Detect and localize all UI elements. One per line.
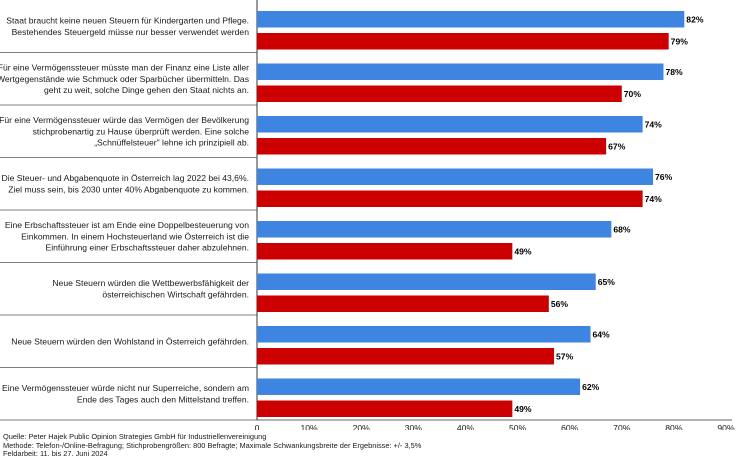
data-label: 76% [655, 172, 673, 182]
data-label: 74% [645, 119, 663, 129]
category-label-line: österreichischen Wirtschaft gefährden. [102, 289, 249, 299]
category-label: Eine Vermögenssteuer würde nicht nur Sup… [2, 383, 249, 404]
data-label: 64% [593, 329, 611, 339]
x-tick-label: 40% [457, 423, 475, 430]
data-label: 62% [582, 382, 600, 392]
category-label-line: „Schnüffelsteuer" lehne ich prinzipiell … [94, 137, 249, 147]
bar-blue [257, 116, 643, 133]
category-label-line: Einkommen. In einem Hochsteuerland wie Ö… [21, 231, 249, 241]
data-label: 70% [624, 89, 642, 99]
bar-chart: Staat braucht keine neuen Steuern für Ki… [0, 0, 735, 430]
bar-blue [257, 326, 591, 343]
category-label-line: Wertgegenstände wie Schmuck oder Sparbüc… [0, 74, 249, 84]
category-label: Staat braucht keine neuen Steuern für Ki… [6, 16, 249, 37]
x-tick-label: 80% [665, 423, 683, 430]
category-label: Neue Steuern würden den Wohlstand in Öst… [11, 336, 249, 346]
category-label-line: Ende des Tages auch den Mittelstand tref… [77, 394, 249, 404]
category-label-line: Staat braucht keine neuen Steuern für Ki… [6, 16, 249, 26]
category-label: Die Steuer- und Abgabenquote in Österrei… [2, 173, 249, 194]
category-label-line: Ziel muss sein, bis 2030 unter 40% Abgab… [8, 184, 249, 194]
method-note: Methode: Telefon-/Online-Befragung; Stic… [3, 440, 422, 450]
category-label-line: Eine Vermögenssteuer würde nicht nur Sup… [2, 383, 249, 393]
category-label-line: Die Steuer- und Abgabenquote in Österrei… [2, 173, 249, 183]
data-label: 56% [551, 299, 569, 309]
bar-blue [257, 168, 654, 185]
bar-red [257, 190, 643, 207]
data-label: 68% [613, 224, 631, 234]
x-tick-label: 30% [405, 423, 423, 430]
category-label-line: Einführung einer Erbschaftssteuer daher … [45, 242, 249, 252]
category-label-line: geht zu weit, solche Dinge gehen den Sta… [44, 85, 249, 95]
data-label: 57% [556, 351, 574, 361]
category-label-line: Für eine Vermögenssteuer würde das Vermö… [0, 115, 249, 125]
bar-red [257, 348, 555, 365]
data-label: 49% [514, 404, 532, 414]
bar-blue [257, 273, 596, 290]
data-label: 74% [645, 194, 663, 204]
x-tick-label: 20% [353, 423, 371, 430]
data-label: 67% [608, 141, 626, 151]
data-label: 82% [686, 14, 704, 24]
bar-red [257, 400, 513, 417]
category-label: Neue Steuern würden die Wettbewerbsfähig… [52, 278, 249, 299]
x-tick-label: 90% [717, 423, 735, 430]
bar-blue [257, 221, 612, 238]
data-label: 79% [671, 36, 689, 46]
category-label: Eine Erbschaftssteuer ist am Ende eine D… [5, 220, 249, 252]
x-tick-label: 50% [509, 423, 527, 430]
x-tick-label: 10% [301, 423, 319, 430]
bar-blue [257, 11, 685, 28]
data-label: 65% [598, 277, 616, 287]
data-label: 49% [514, 246, 532, 256]
bar-red [257, 138, 607, 155]
category-label-line: Neue Steuern würden den Wohlstand in Öst… [11, 336, 249, 346]
bar-red [257, 33, 669, 50]
category-label-line: Bestehendes Steuergeld müsse nur besser … [12, 27, 250, 37]
bar-blue [257, 378, 581, 395]
bar-red [257, 295, 549, 312]
x-tick-label: 70% [613, 423, 631, 430]
x-tick-label: 0 [255, 423, 260, 430]
chart-footer: Quelle: Peter Hajek Public Opinion Strat… [3, 432, 422, 459]
fieldwork-note: Feldarbeit: 11. bis 27. Juni 2024 [3, 449, 108, 459]
source-note: Quelle: Peter Hajek Public Opinion Strat… [3, 432, 267, 441]
x-tick-label: 60% [561, 423, 579, 430]
bar-blue [257, 63, 664, 80]
bar-red [257, 243, 513, 260]
data-label: 78% [665, 67, 683, 77]
category-label: Für eine Vermögenssteuer müsste man der … [0, 63, 249, 95]
category-label-line: stichprobenartig zu Hause überprüft werd… [33, 126, 250, 136]
category-label: Für eine Vermögenssteuer würde das Vermö… [0, 115, 249, 147]
bar-red [257, 85, 622, 102]
category-label-line: Neue Steuern würden die Wettbewerbsfähig… [52, 278, 249, 288]
category-label-line: Für eine Vermögenssteuer müsste man der … [0, 63, 249, 73]
category-label-line: Eine Erbschaftssteuer ist am Ende eine D… [5, 220, 249, 230]
